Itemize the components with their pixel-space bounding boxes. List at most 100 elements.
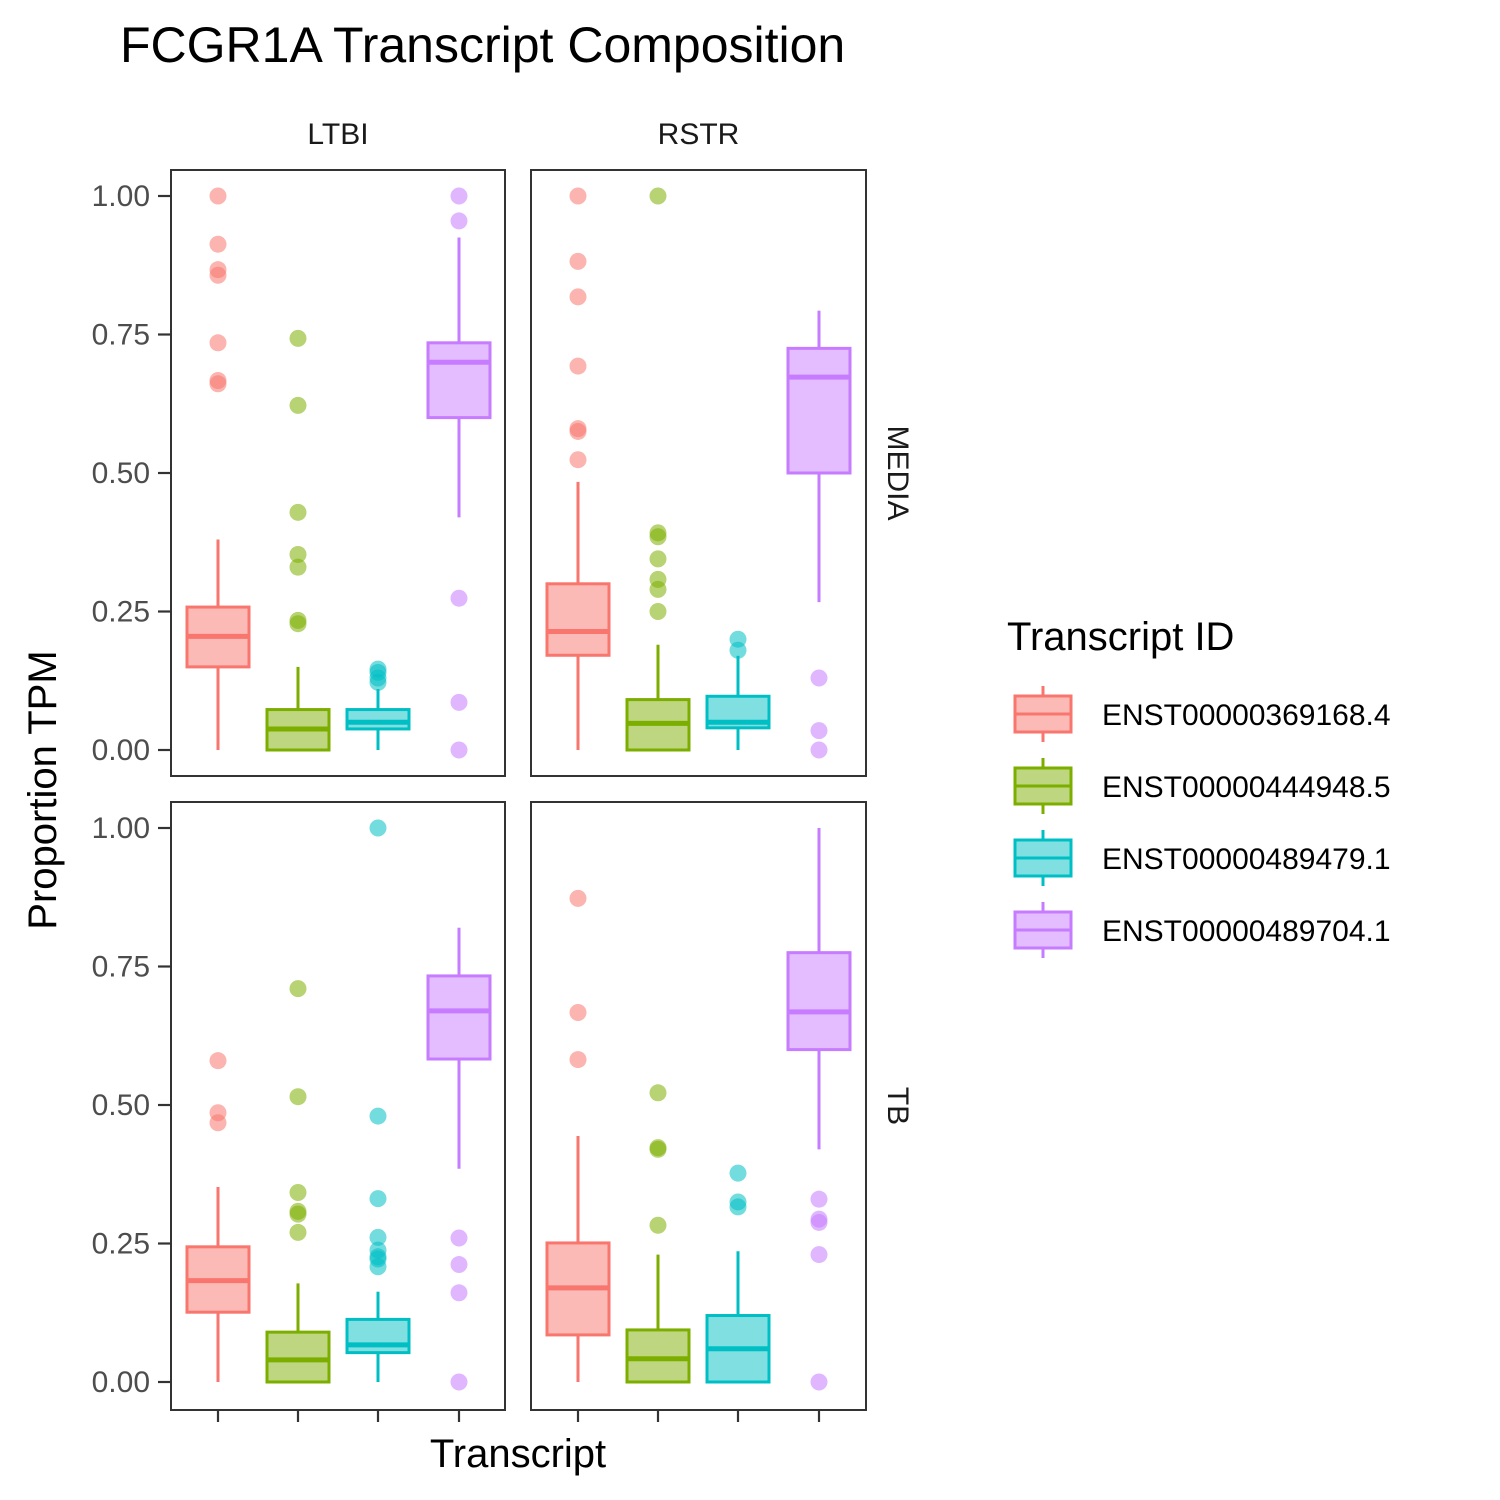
- outlier-point: [569, 357, 587, 375]
- outlier-point: [289, 1223, 307, 1241]
- outlier-point: [649, 187, 667, 205]
- box-iqr: [426, 341, 492, 420]
- outlier-point: [810, 741, 828, 759]
- outlier-point: [369, 673, 387, 691]
- strip-label-rstr: RSTR: [658, 118, 740, 151]
- outlier-point: [569, 1003, 587, 1021]
- legend-item-ENST00000489704.1: ENST00000489704.1: [1013, 902, 1391, 958]
- box-ENST00000444948.5: [265, 329, 331, 752]
- outlier-point: [289, 329, 307, 347]
- outlier-point: [369, 1228, 387, 1246]
- box-iqr: [345, 708, 411, 731]
- box-iqr: [426, 974, 492, 1061]
- box-ENST00000489704.1: [786, 828, 852, 1391]
- y-tick-label: 0.00: [92, 1366, 150, 1399]
- outlier-point: [649, 603, 667, 620]
- outlier-point: [450, 1229, 468, 1247]
- outlier-point: [649, 550, 667, 568]
- y-axis-title: Proportion TPM: [21, 650, 65, 929]
- chart-title: FCGR1A Transcript Composition: [120, 17, 845, 73]
- panel-rstr-media: [530, 169, 867, 777]
- box-ENST00000489704.1: [786, 310, 852, 759]
- strip-label-ltbi: LTBI: [307, 118, 368, 151]
- outlier-point: [810, 1246, 828, 1264]
- outlier-point: [569, 187, 587, 205]
- panel-rstr-tb: [530, 801, 867, 1411]
- outlier-point: [810, 1373, 828, 1391]
- outlier-point: [450, 741, 468, 759]
- box-ENST00000489704.1: [426, 187, 492, 759]
- panel-border: [170, 169, 506, 777]
- panel-border: [530, 801, 867, 1411]
- outlier-point: [810, 1213, 828, 1231]
- legend-label: ENST00000489479.1: [1102, 843, 1391, 876]
- outlier-point: [649, 580, 667, 598]
- legend-label: ENST00000444948.5: [1102, 771, 1391, 804]
- y-tick-label: 0.50: [92, 1089, 150, 1122]
- box-iqr: [786, 346, 852, 475]
- outlier-point: [289, 396, 307, 414]
- outlier-point: [209, 1114, 227, 1132]
- outlier-point: [289, 615, 307, 633]
- outlier-point: [209, 334, 227, 352]
- y-tick-label: 0.75: [92, 951, 150, 984]
- outlier-point: [450, 187, 468, 205]
- box-ENST00000489479.1: [705, 630, 771, 750]
- strip-label-media: MEDIA: [881, 425, 914, 520]
- outlier-point: [810, 669, 828, 687]
- outlier-point: [289, 1184, 307, 1202]
- box-iqr: [265, 1330, 331, 1384]
- outlier-point: [289, 558, 307, 576]
- outlier-point: [289, 980, 307, 998]
- box-ENST00000369168.4: [185, 187, 251, 750]
- box-iqr: [345, 1317, 411, 1355]
- y-tick-label: 0.25: [92, 1228, 150, 1261]
- box-iqr: [545, 582, 611, 657]
- outlier-point: [450, 589, 468, 607]
- outlier-point: [649, 528, 667, 546]
- outlier-point: [450, 1284, 468, 1302]
- outlier-point: [569, 252, 587, 270]
- strip-label-tb: TB: [881, 1087, 914, 1125]
- outlier-point: [569, 422, 587, 440]
- outlier-point: [569, 889, 587, 907]
- outlier-point: [369, 1258, 387, 1276]
- outlier-point: [810, 722, 828, 740]
- outlier-point: [569, 451, 587, 469]
- y-tick-label: 1.00: [92, 180, 150, 213]
- box-ENST00000489479.1: [705, 1164, 771, 1384]
- outlier-point: [729, 641, 747, 659]
- facet-panels: LTBI RSTR MEDIA TB 0.00 0.25 0.50 0.75 1.00 0.00 0…: [92, 118, 914, 1422]
- outlier-point: [649, 1084, 667, 1102]
- outlier-point: [810, 1190, 828, 1208]
- panel-ltbi-tb: [170, 801, 506, 1411]
- box-iqr: [625, 1328, 691, 1384]
- outlier-point: [369, 1190, 387, 1208]
- outlier-point: [289, 503, 307, 521]
- panel-ltbi-media: [170, 169, 506, 777]
- box-ENST00000489704.1: [426, 927, 492, 1391]
- y-tick-label: 1.00: [92, 812, 150, 845]
- outlier-point: [569, 288, 587, 306]
- outlier-point: [289, 545, 307, 563]
- legend-title: Transcript ID: [1007, 615, 1234, 659]
- outlier-point: [450, 1256, 468, 1274]
- box-ENST00000444948.5: [265, 980, 331, 1384]
- x-axis-title: Transcript: [430, 1432, 606, 1476]
- box-ENST00000369168.4: [185, 1052, 251, 1382]
- outlier-point: [289, 1205, 307, 1223]
- outlier-point: [209, 375, 227, 393]
- box-ENST00000444948.5: [625, 1084, 691, 1384]
- legend-item-ENST00000369168.4: ENST00000369168.4: [1013, 686, 1391, 742]
- panel-border: [170, 801, 506, 1411]
- outlier-point: [569, 1051, 587, 1069]
- legend-label: ENST00000489704.1: [1102, 915, 1391, 948]
- outlier-point: [649, 1216, 667, 1234]
- outlier-point: [450, 693, 468, 711]
- legend: Transcript ID ENST00000369168.4 ENST00000…: [1007, 615, 1391, 958]
- y-tick-label: 0.00: [92, 734, 150, 767]
- outlier-point: [209, 266, 227, 284]
- y-tick-label: 0.75: [92, 319, 150, 352]
